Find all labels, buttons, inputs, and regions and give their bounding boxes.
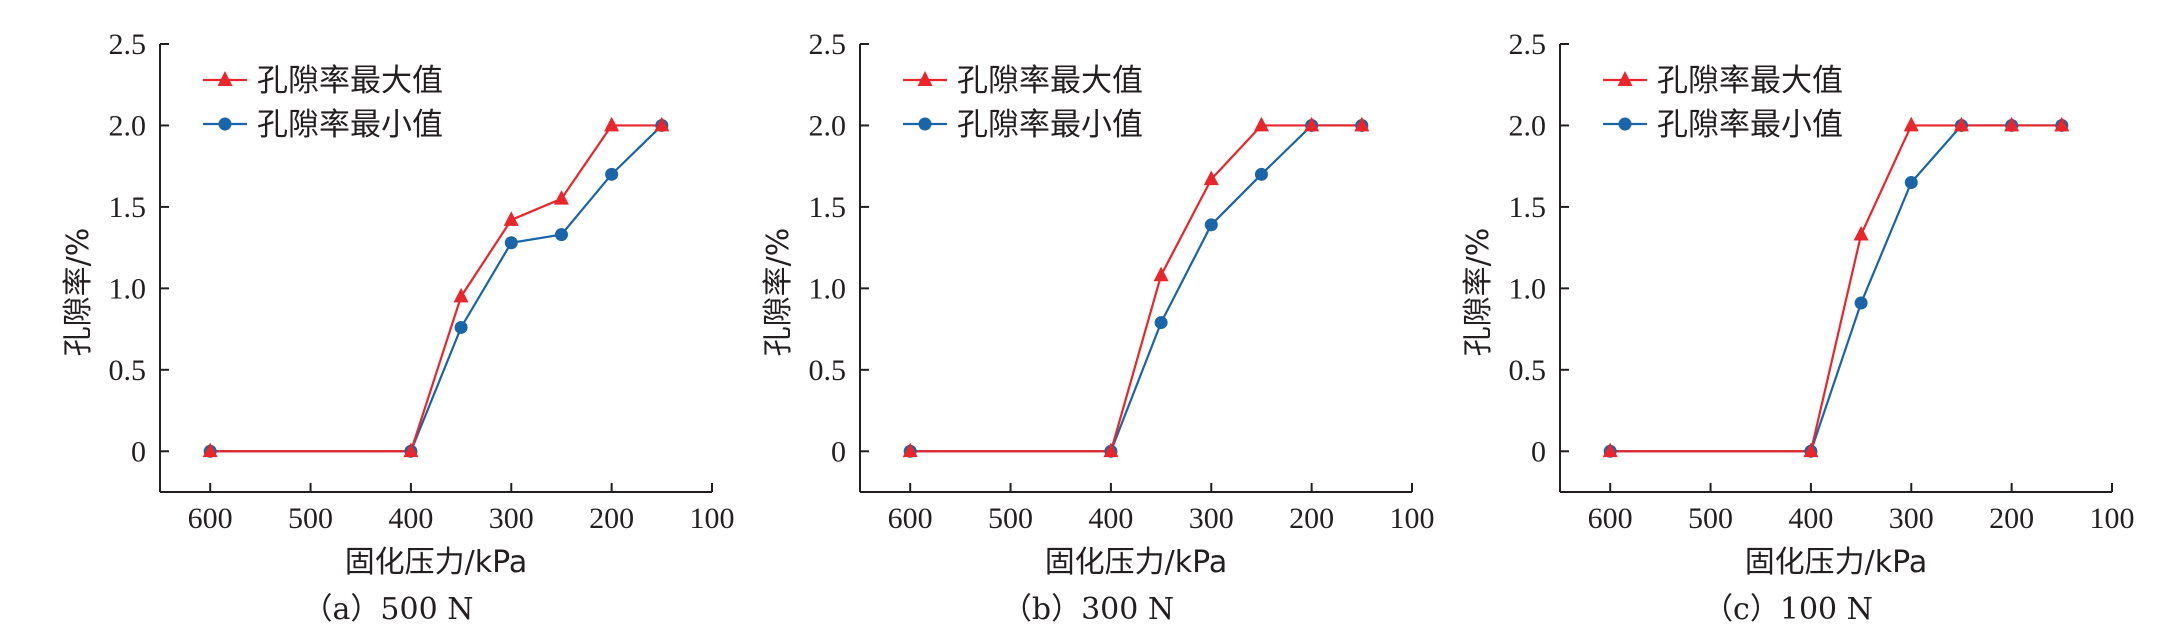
x-tick-label: 100 [1390, 502, 1435, 535]
y-tick-label: 2.0 [109, 109, 147, 142]
y-tick-label: 1.0 [809, 272, 847, 305]
chart-panel-a: 0 0.5 1.0 1.5 2.0 2.5 600 500 400 300 200 100 固化压力/k… [0, 0, 735, 636]
x-tick-label: 500 [1688, 502, 1733, 535]
x-tick-label: 500 [988, 502, 1033, 535]
data-point-max [604, 116, 620, 132]
series-line-1 [210, 124, 663, 453]
data-point-min [1154, 316, 1168, 330]
data-point-max [1853, 225, 1869, 241]
y-tick-label: 1.5 [1509, 191, 1547, 224]
chart-panel-c: 0 0.5 1.0 1.5 2.0 2.5 600 500 400 300 200 100 固化压力/k… [1400, 0, 2135, 636]
x-tick-label: 200 [1989, 502, 2034, 535]
data-point-max [403, 442, 419, 458]
legend-marker-triangle [1617, 71, 1633, 86]
series-line-0 [210, 124, 662, 453]
data-point-min [504, 236, 518, 250]
x-tick-label: 600 [888, 502, 933, 535]
y-tick-label: 2.5 [109, 28, 147, 61]
x-axis-title: 固化压力/kPa [345, 545, 528, 580]
y-axis-title: 孔隙率/% [61, 228, 96, 357]
series-line-1 [1610, 124, 2062, 453]
data-point-max [202, 442, 218, 458]
series-line-0 [1610, 124, 2062, 453]
data-point-min [454, 320, 468, 334]
y-axis-title: 孔隙率/% [761, 228, 796, 357]
y-tick-label: 0.5 [809, 354, 847, 387]
legend-label-0: 孔隙率最大值 [257, 63, 443, 99]
y-tick-label: 2.0 [809, 109, 847, 142]
y-tick-label: 2.0 [1509, 109, 1547, 142]
legend-marker-circle [218, 117, 232, 131]
data-point-max [553, 190, 569, 205]
data-point-max [453, 287, 469, 303]
y-tick-label: 1.0 [109, 272, 147, 305]
y-tick-label: 1.5 [109, 191, 147, 224]
data-point-min [1254, 167, 1268, 181]
x-tick-label: 100 [690, 502, 735, 535]
legend-label-1: 孔隙率最小值 [1657, 107, 1843, 143]
legend-marker-triangle [217, 71, 233, 86]
data-point-max [1602, 442, 1618, 458]
y-tick-label: 0.5 [1509, 354, 1547, 387]
x-tick-label: 600 [1588, 502, 1633, 535]
y-tick-label: 0.5 [109, 354, 147, 387]
data-point-max [1903, 116, 1919, 132]
data-point-min [1854, 296, 1868, 310]
y-tick-label: 0 [831, 435, 846, 468]
y-tick-label: 0 [1531, 435, 1546, 468]
y-axis-title: 孔隙率/% [1461, 228, 1496, 357]
chart-svg-c: 0 0.5 1.0 1.5 2.0 2.5 600 500 400 300 200 100 固化压力/k… [1461, 28, 2135, 627]
x-tick-label: 300 [489, 502, 534, 535]
data-point-min [554, 228, 568, 242]
y-tick-label: 1.5 [809, 191, 847, 224]
data-point-max [2004, 116, 2020, 132]
legend-marker-triangle [917, 71, 933, 86]
legend-label-0: 孔隙率最大值 [957, 63, 1143, 99]
panel-caption: （c）100 N [1703, 592, 1873, 627]
data-point-max [1203, 170, 1219, 186]
x-tick-label: 200 [1289, 502, 1334, 535]
chart-svg-b: 0 0.5 1.0 1.5 2.0 2.5 600 500 400 300 200 100 固化压力/k… [761, 28, 1435, 627]
x-tick-label: 200 [589, 502, 634, 535]
y-tick-label: 2.5 [1509, 28, 1547, 61]
x-tick-label: 300 [1889, 502, 1934, 535]
data-point-max [1354, 116, 1370, 132]
x-axis-title: 固化压力/kPa [1745, 545, 1928, 580]
data-point-min [605, 167, 619, 181]
x-tick-label: 500 [288, 502, 333, 535]
legend-label-1: 孔隙率最小值 [957, 107, 1143, 143]
x-axis-title: 固化压力/kPa [1045, 545, 1228, 580]
chart-panel-b: 0 0.5 1.0 1.5 2.0 2.5 600 500 400 300 200 100 固化压力/k… [700, 0, 1435, 636]
data-point-max [1103, 442, 1119, 458]
legend-marker-circle [918, 117, 932, 131]
data-point-min [1204, 218, 1218, 232]
legend-marker-circle [1618, 117, 1632, 131]
data-point-max [2054, 116, 2070, 132]
data-point-max [503, 211, 519, 226]
data-point-max [1304, 116, 1320, 132]
legend-label-1: 孔隙率最小值 [257, 107, 443, 143]
data-point-max [1803, 442, 1819, 458]
panel-caption: （b）300 N [1002, 592, 1174, 627]
x-tick-label: 400 [1788, 502, 1833, 535]
panel-caption: （a）500 N [303, 592, 474, 627]
data-point-max [1953, 116, 1969, 132]
x-tick-label: 400 [388, 502, 433, 535]
y-tick-label: 2.5 [809, 28, 847, 61]
x-tick-label: 100 [2090, 502, 2135, 535]
legend-label-0: 孔隙率最大值 [1657, 63, 1843, 99]
data-point-max [1253, 116, 1269, 132]
series-line-0 [910, 124, 1362, 453]
data-point-min [1904, 175, 1918, 189]
x-tick-label: 300 [1189, 502, 1234, 535]
x-tick-label: 600 [188, 502, 233, 535]
data-point-max [902, 442, 918, 458]
data-point-max [1153, 266, 1169, 282]
series-line-1 [910, 124, 1362, 453]
x-tick-label: 400 [1088, 502, 1133, 535]
chart-svg-a: 0 0.5 1.0 1.5 2.0 2.5 600 500 400 300 200 100 固化压力/k… [61, 28, 735, 627]
data-point-max [654, 116, 670, 132]
y-tick-label: 0 [131, 435, 146, 468]
y-tick-label: 1.0 [1509, 272, 1547, 305]
